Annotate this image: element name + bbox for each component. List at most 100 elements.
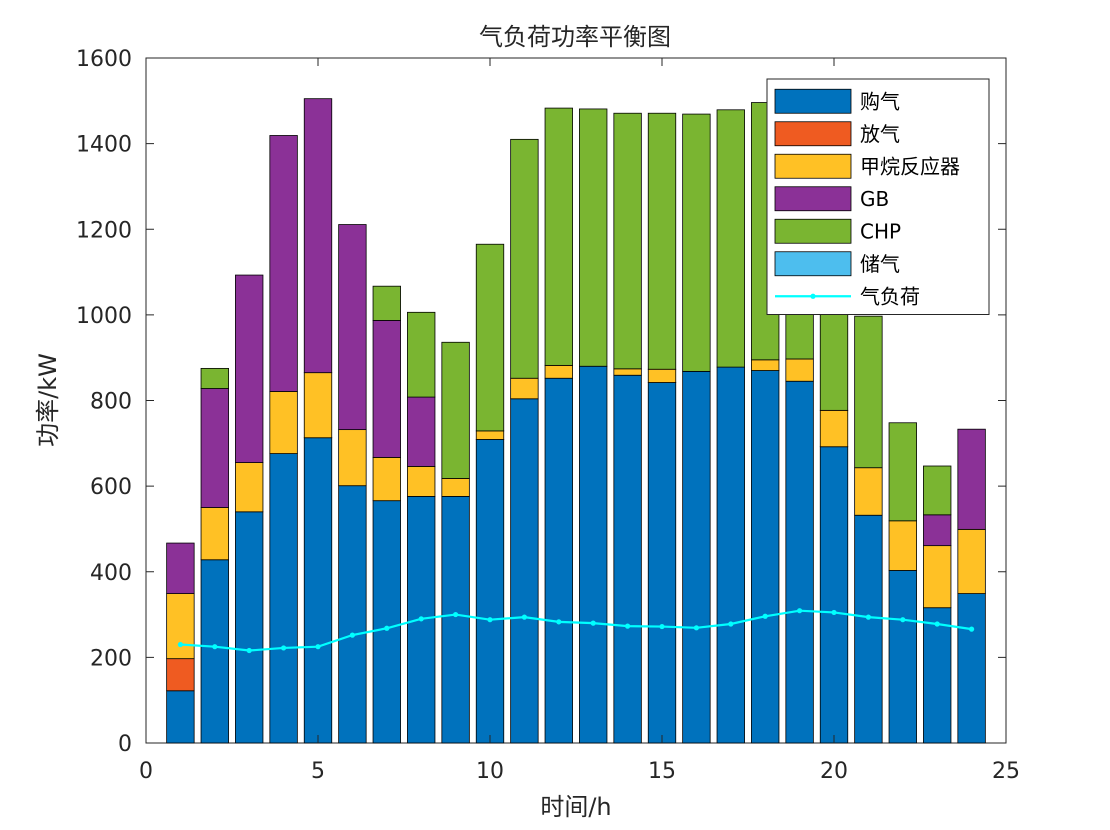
load-point [969,626,975,632]
bar-segment [475,243,505,432]
bar-segment [166,658,195,692]
y-tick-label: 800 [90,390,132,415]
bar-segment [957,428,986,530]
legend-label: 购气 [860,89,900,113]
bar-segment [303,372,333,439]
chart-title: 气负荷功率平衡图 [479,23,671,51]
load-point [831,609,837,616]
load-point [281,645,287,651]
bar-segment [441,495,470,744]
bar-segment [166,690,195,744]
load-point [349,632,355,638]
y-tick-label: 1600 [76,47,132,72]
bar-segment [372,320,401,458]
x-tick-label: 0 [139,759,153,784]
bar-segment [923,545,952,609]
y-tick-label: 1000 [76,304,132,329]
y-axis-label: 功率/kW [34,353,62,447]
bar-segment [854,315,883,469]
legend-swatch [774,186,852,212]
bar-segment [888,570,917,744]
bar-segment [407,466,436,497]
bar-group [166,98,986,744]
bar-segment [647,112,677,370]
bar-segment [200,507,229,561]
bar-segment [544,377,573,744]
legend-label: CHP [860,219,901,243]
legend-label: GB [860,187,889,211]
bar-segment [716,109,745,368]
bar-segment [303,98,333,374]
bar-segment [235,274,264,463]
load-point [900,617,906,623]
bar-segment [579,108,608,367]
legend-swatch [774,251,852,277]
bar-segment [785,358,814,382]
bar-segment [441,341,470,479]
x-tick-label: 25 [992,759,1020,784]
load-point [453,611,459,618]
load-point [625,623,631,629]
legend-label: 甲烷反应器 [860,154,960,178]
legend-label: 气负荷 [860,284,920,308]
bar-segment [716,366,745,744]
y-tick-label: 200 [90,646,132,671]
bar-segment [647,382,677,744]
bar-segment [372,457,401,502]
bar-segment [613,374,642,744]
bar-segment [613,368,642,376]
y-tick-label: 400 [90,561,132,586]
load-point [590,620,596,626]
bar-segment [269,391,298,454]
bar-segment [235,462,264,513]
load-point [728,621,734,627]
load-line-group [177,608,975,654]
legend-label: 储气 [860,252,900,276]
bar-segment [682,113,711,372]
axes-group: 0 200 400 600 800 1000 1200 1400 1600 0 5 10 15 20 25 [76,47,1020,784]
bar-segment [407,311,436,398]
load-point [487,617,493,623]
load-point [384,625,390,631]
bar-segment [854,467,883,516]
bar-segment [200,388,229,508]
x-tick-label: 20 [820,759,848,784]
bar-segment [923,465,952,516]
x-axis-label: 时间/h [540,793,611,821]
load-point [797,608,803,614]
x-tick-label: 10 [476,759,504,784]
bar-segment [613,112,642,370]
y-tick-label: 1200 [76,218,132,243]
x-tick-label: 5 [311,759,325,784]
bar-segment [338,224,367,431]
load-point [521,614,528,620]
load-point [315,644,321,650]
legend-label: 放气 [860,122,900,146]
bar-segment [544,107,573,366]
bar-segment [819,409,849,448]
bar-segment [888,520,917,571]
bar-segment [269,453,298,744]
load-point [865,614,872,620]
load-point [762,613,768,619]
bar-segment [235,511,264,744]
bar-segment [407,396,436,467]
bar-segment [166,593,195,660]
bar-segment [475,439,505,744]
load-point [212,644,218,650]
bar-segment [579,365,608,744]
bar-segment [854,514,883,744]
bar-segment [510,398,539,744]
bar-segment [957,593,986,744]
bar-segment [888,422,917,522]
bar-segment [923,607,952,744]
legend-swatch [774,218,852,244]
load-line [180,609,972,652]
bar-segment [441,478,470,497]
bar-segment [303,437,333,744]
bar-segment [200,559,229,744]
y-tick-label: 600 [90,475,132,500]
bar-segment [200,367,229,389]
